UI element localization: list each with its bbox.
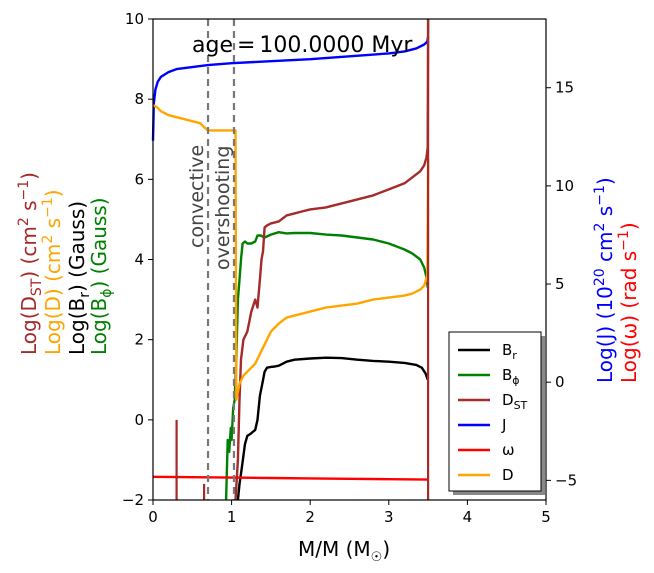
y-left-tick-label: 10 (125, 10, 144, 28)
x-tick-label: 3 (384, 508, 394, 526)
y-left-tick-label: 4 (134, 251, 144, 269)
x-tick-label: 0 (148, 508, 158, 526)
legend: Br Bϕ DST JωD (448, 331, 545, 495)
annotation-overshooting: overshooting (212, 146, 234, 270)
annotation-convective: convective (186, 145, 208, 248)
series-line-j (151, 36, 430, 141)
y-left-tick-label: 6 (134, 170, 144, 188)
y-left-tick-label: 8 (134, 90, 144, 108)
y-left-tick-label: −2 (122, 491, 144, 509)
series-line-dst (234, 18, 430, 501)
x-axis-label: M/M (M☉) (298, 537, 390, 565)
y-right-tick-label: 5 (555, 275, 565, 293)
y-left-label-bphi: Log(Bϕ) (Gauss) (87, 197, 115, 355)
legend-label: Bϕ (502, 366, 520, 387)
y-right-label-omega: Log(ω) (rad s−1) (616, 222, 641, 383)
legend-label: J (501, 416, 506, 434)
y-left-label-dst: Log(DST) (cm2 s−1) (16, 172, 45, 355)
y-left-tick-label: 0 (134, 411, 144, 429)
series-line-d (152, 104, 430, 401)
series-line-ω (152, 475, 429, 481)
legend-box (448, 331, 542, 492)
y-left-label-br: Log(Br) (Gauss) (65, 201, 93, 355)
legend-label: DST (502, 391, 528, 412)
x-tick-label: 5 (541, 508, 551, 526)
x-tick-label: 1 (227, 508, 237, 526)
y-left-label-d: Log(D) (cm2 s−1) (40, 189, 65, 355)
legend-label: ω (502, 441, 515, 459)
y-right-tick-label: 0 (555, 373, 565, 391)
y-right-tick-label: 15 (555, 79, 574, 97)
chart-title: age = 100.0000 Myr (192, 33, 413, 58)
y-right-tick-label: −5 (555, 471, 577, 489)
series-line-br (236, 356, 429, 501)
x-tick-label: 4 (463, 508, 473, 526)
y-right-tick-label: 10 (555, 177, 574, 195)
y-right-label-j: Log(J) (1020 cm2 s−1) (592, 177, 617, 383)
y-left-tick-label: 2 (134, 331, 144, 349)
legend-label: Br (502, 341, 517, 362)
x-tick-label: 2 (305, 508, 315, 526)
series-line-bϕ (224, 231, 429, 501)
legend-label: D (502, 466, 514, 484)
